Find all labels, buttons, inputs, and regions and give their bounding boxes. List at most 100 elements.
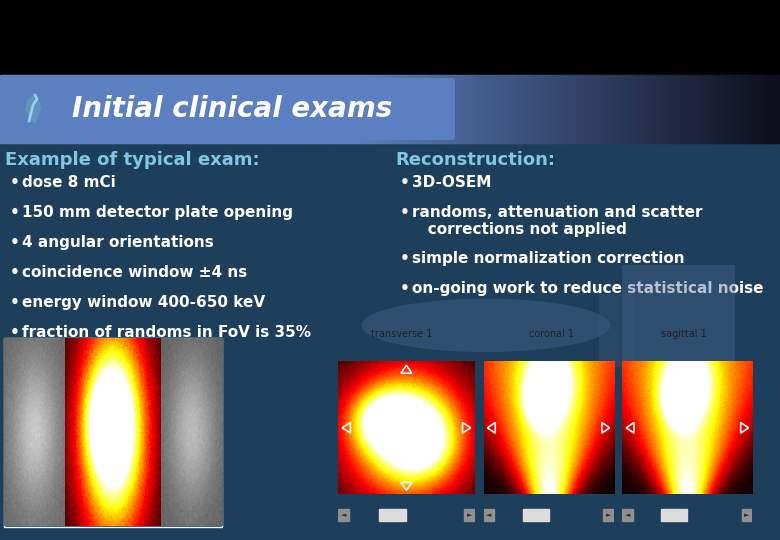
Text: ►: ► xyxy=(466,512,472,518)
Bar xyxy=(343,75,347,143)
Bar xyxy=(424,75,427,143)
Bar xyxy=(226,75,230,143)
Bar xyxy=(307,75,310,143)
Bar xyxy=(278,75,282,143)
Text: Initial clinical exams: Initial clinical exams xyxy=(72,95,392,123)
Bar xyxy=(509,75,513,143)
Bar xyxy=(395,75,399,143)
Bar xyxy=(739,75,742,143)
Text: •: • xyxy=(400,281,410,296)
Text: •: • xyxy=(10,205,20,220)
Bar xyxy=(599,294,635,367)
Bar xyxy=(564,75,568,143)
Bar xyxy=(55,75,58,143)
Bar xyxy=(431,75,435,143)
Bar xyxy=(0,0,780,75)
Bar xyxy=(525,75,529,143)
Bar xyxy=(499,75,503,143)
Bar xyxy=(117,75,121,143)
Bar xyxy=(390,75,394,143)
Bar xyxy=(166,75,170,143)
Bar xyxy=(65,75,69,143)
Bar xyxy=(411,75,414,143)
Bar xyxy=(523,75,526,143)
Text: •: • xyxy=(10,295,20,310)
Bar xyxy=(585,75,589,143)
Bar xyxy=(520,75,523,143)
Bar xyxy=(464,509,475,521)
Bar xyxy=(676,75,679,143)
Bar xyxy=(437,75,441,143)
Bar xyxy=(642,75,646,143)
Bar xyxy=(26,75,30,143)
Bar xyxy=(603,75,607,143)
Bar xyxy=(109,75,113,143)
Bar xyxy=(112,75,115,143)
Bar xyxy=(247,75,250,143)
Bar xyxy=(556,75,560,143)
Bar xyxy=(622,509,633,521)
Bar xyxy=(91,75,94,143)
Bar xyxy=(101,75,105,143)
Bar xyxy=(562,75,566,143)
Bar xyxy=(650,75,654,143)
Bar xyxy=(447,75,451,143)
Bar xyxy=(640,75,643,143)
Bar xyxy=(767,75,771,143)
Bar xyxy=(603,509,614,521)
Bar xyxy=(742,509,753,521)
Bar xyxy=(778,75,780,143)
Text: 3D-OSEM: 3D-OSEM xyxy=(412,175,491,190)
Bar xyxy=(658,75,661,143)
Bar xyxy=(720,75,724,143)
Bar xyxy=(187,75,191,143)
Bar xyxy=(68,75,71,143)
Bar xyxy=(725,75,729,143)
Bar xyxy=(507,75,511,143)
Text: Example of typical exam:: Example of typical exam: xyxy=(5,151,260,169)
Bar xyxy=(554,75,558,143)
Bar xyxy=(442,75,445,143)
Bar xyxy=(146,75,149,143)
Bar xyxy=(629,75,633,143)
Bar xyxy=(10,75,14,143)
Bar xyxy=(528,75,531,143)
Bar xyxy=(374,75,378,143)
Bar xyxy=(733,75,737,143)
Bar xyxy=(41,75,45,143)
Bar xyxy=(18,75,22,143)
Bar xyxy=(304,75,308,143)
Bar xyxy=(731,75,734,143)
Bar xyxy=(164,75,168,143)
Bar xyxy=(572,75,576,143)
Bar xyxy=(80,75,84,143)
Bar xyxy=(702,75,706,143)
Bar xyxy=(268,75,271,143)
Bar xyxy=(341,75,344,143)
Bar xyxy=(216,75,219,143)
Bar xyxy=(715,75,718,143)
Bar xyxy=(0,75,4,143)
Bar xyxy=(601,75,604,143)
Bar xyxy=(70,75,74,143)
Bar xyxy=(260,75,264,143)
Text: ►: ► xyxy=(605,512,611,518)
Text: sagittal 1: sagittal 1 xyxy=(661,329,707,339)
Bar xyxy=(346,75,349,143)
Bar xyxy=(544,75,547,143)
Bar xyxy=(62,75,66,143)
Bar xyxy=(330,75,334,143)
Bar xyxy=(762,75,765,143)
Bar xyxy=(611,75,615,143)
Bar xyxy=(626,75,630,143)
Bar xyxy=(595,75,599,143)
Bar xyxy=(86,75,90,143)
Bar xyxy=(468,75,472,143)
Bar xyxy=(679,75,682,143)
Bar xyxy=(317,75,321,143)
Bar xyxy=(60,75,63,143)
Text: coronal 1: coronal 1 xyxy=(530,329,574,339)
Bar xyxy=(489,75,492,143)
Bar xyxy=(294,75,297,143)
Bar xyxy=(530,75,534,143)
